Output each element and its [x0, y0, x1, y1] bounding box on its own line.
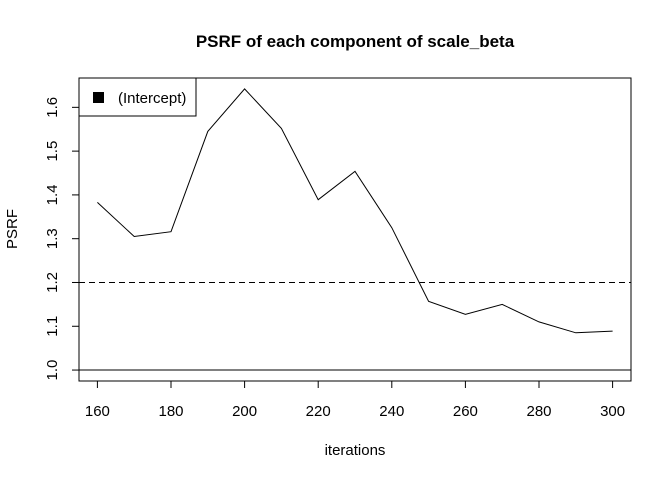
x-axis-label: iterations [325, 442, 386, 459]
x-tick-label: 280 [526, 403, 551, 420]
chart-title: PSRF of each component of scale_beta [196, 32, 515, 51]
data-point [463, 312, 467, 316]
data-point [132, 235, 136, 239]
y-tick-label: 1.0 [44, 360, 61, 381]
y-tick-label: 1.5 [44, 141, 61, 162]
y-tick-label: 1.2 [44, 272, 61, 293]
plot-frame [78, 77, 632, 382]
x-tick-label: 200 [232, 403, 257, 420]
x-tick-label: 260 [453, 403, 478, 420]
data-point [537, 320, 541, 324]
series-layer [95, 87, 615, 335]
reference-lines [79, 281, 631, 371]
data-point [169, 230, 173, 234]
data-point [574, 331, 578, 335]
x-axis: 160 180 200 220 240 260 280 300 [85, 380, 625, 420]
legend-swatch [93, 92, 104, 103]
x-tick-label: 180 [158, 403, 183, 420]
data-point [316, 198, 320, 202]
x-tick-label: 240 [379, 403, 404, 420]
y-tick-label: 1.1 [44, 316, 61, 337]
y-axis-label: PSRF [4, 209, 21, 249]
data-point [206, 129, 210, 133]
x-tick-label: 160 [85, 403, 110, 420]
data-point [500, 302, 504, 306]
x-tick-label: 300 [600, 403, 625, 420]
data-point [353, 169, 357, 173]
data-point [243, 87, 247, 91]
y-tick-label: 1.3 [44, 228, 61, 249]
y-tick-label: 1.6 [44, 97, 61, 118]
data-point [95, 200, 99, 204]
x-tick-label: 220 [306, 403, 331, 420]
legend: (Intercept) [78, 77, 197, 117]
data-point [279, 126, 283, 130]
y-tick-label: 1.4 [44, 184, 61, 205]
y-axis: 1.0 1.1 1.2 1.3 1.4 1.5 1.6 [44, 97, 80, 381]
data-point [427, 299, 431, 303]
data-point [390, 226, 394, 230]
data-point [611, 329, 615, 333]
legend-label: (Intercept) [118, 90, 186, 107]
series-line [97, 88, 613, 334]
